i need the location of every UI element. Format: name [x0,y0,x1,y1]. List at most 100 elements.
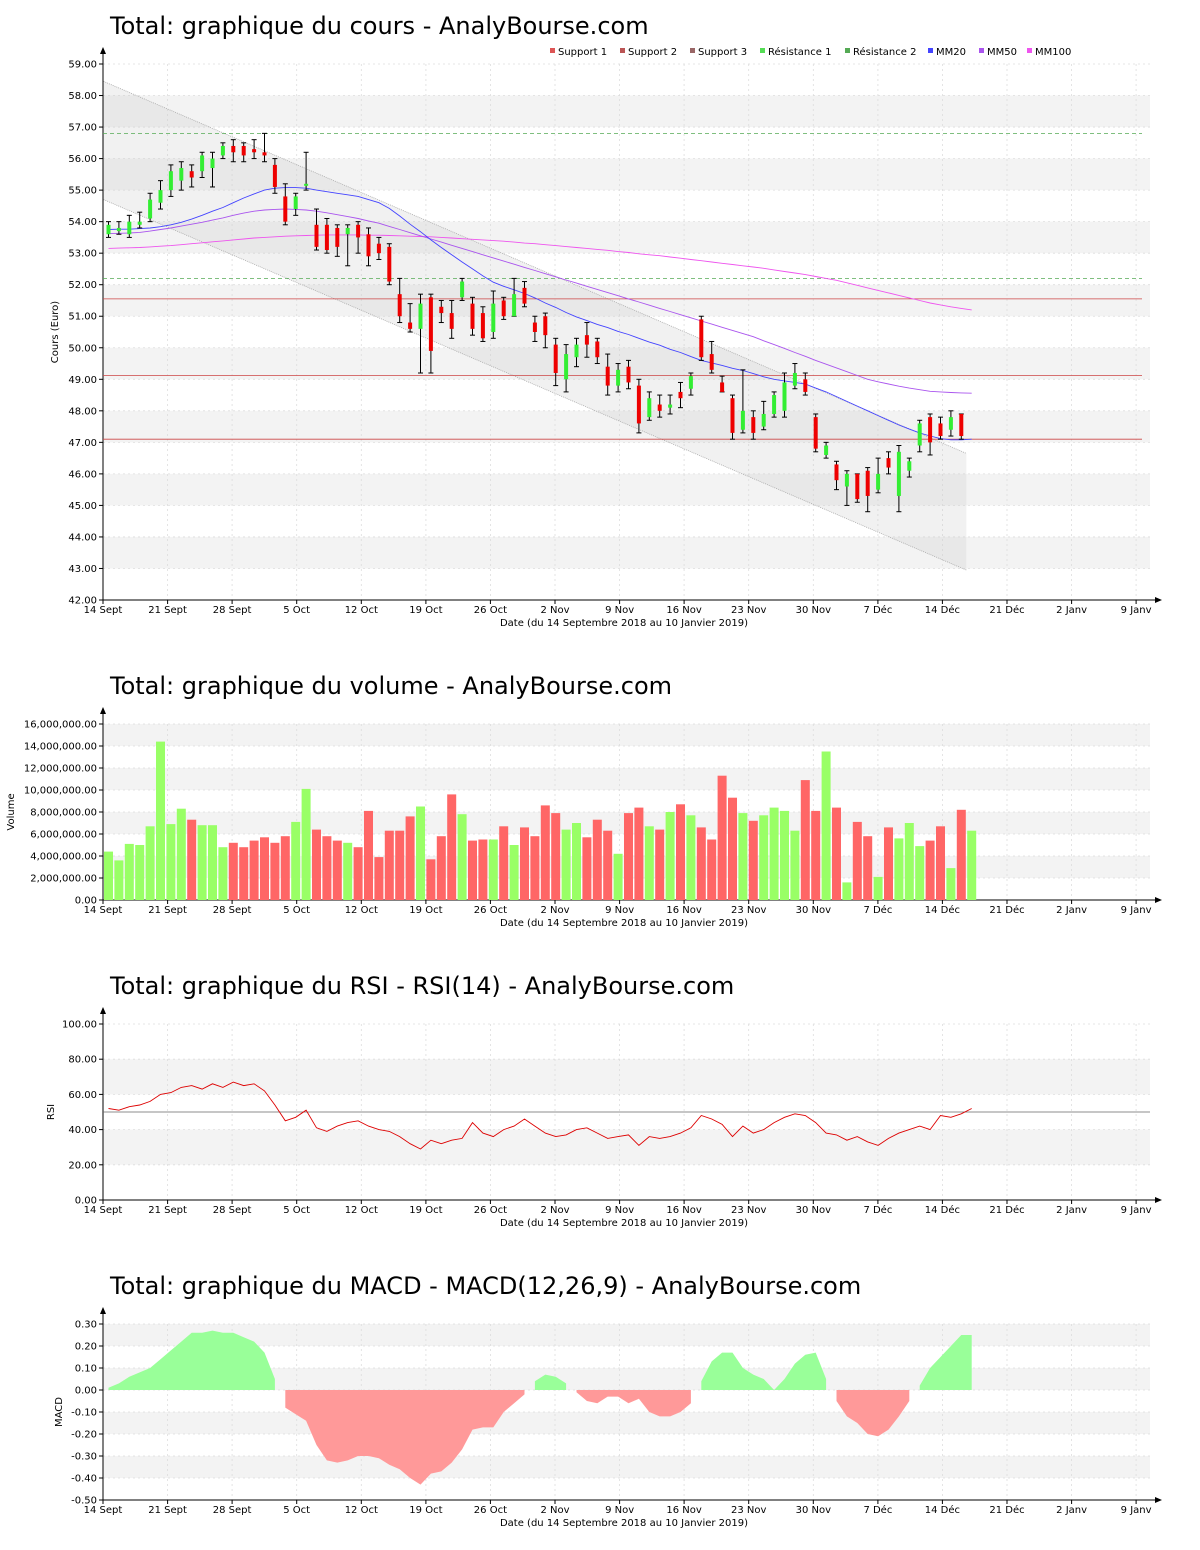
volume-bar [946,868,956,900]
candle [168,164,174,197]
volume-ytick-label: 4,000,000.00 [30,852,97,863]
legend-swatch [1027,48,1032,53]
volume-ytick-label: 2,000,000.00 [30,874,97,885]
candle [875,457,881,494]
legend-swatch [620,48,625,53]
candle [834,460,839,491]
candle [199,151,205,179]
legend-label: MM100 [1035,47,1071,58]
volume-xtick-label: 28 Sept [213,905,252,916]
candle-body [293,196,298,210]
candle [116,221,122,235]
volume-bar [748,820,758,900]
price-ytick-label: 42.00 [68,596,97,607]
candle [750,410,756,440]
candle-body [148,199,153,219]
candle [303,151,309,191]
volume-bar [904,823,914,900]
volume-chart-title: Total: graphique du volume - AnalyBourse… [109,672,672,700]
candle-body [896,451,901,496]
candle-body [595,341,600,358]
candle-body [397,294,402,317]
candle-body [751,417,756,433]
candle-body [855,473,860,500]
trend-channel-lower [103,199,967,571]
macd-band [103,1368,1150,1390]
candle [407,303,413,333]
price-xtick-label: 14 Sept [84,605,123,616]
candle [480,306,486,342]
candle [449,299,455,339]
price-xlabel: Date (du 14 Septembre 2018 au 10 Janvier… [500,618,748,629]
volume-bar [499,826,509,900]
macd-xtick-label: 2 Janv [1056,1505,1087,1516]
volume-bar [353,847,363,900]
volume-bar [374,857,384,900]
candle-body [626,366,631,383]
candle-body [907,461,912,471]
candle-body [241,145,246,156]
rsi-ytick-label: 20.00 [68,1160,97,1171]
candle-body [304,183,309,186]
candle-body [480,313,485,339]
volume-band [103,768,1150,790]
rsi-xtick-label: 9 Janv [1121,1205,1152,1216]
candle [574,337,579,368]
price-ytick-label: 44.00 [68,532,97,543]
candle [782,372,787,418]
candle-body [189,171,194,178]
volume-xtick-label: 5 Oct [283,905,310,916]
mm20-line [108,187,972,441]
macd-xtick-label: 28 Sept [213,1505,252,1516]
volume-xtick-label: 26 Oct [474,905,507,916]
candle [490,290,496,339]
price-xtick-label: 12 Oct [345,605,378,616]
macd-xtick-label: 16 Nov [666,1505,702,1516]
candle [626,359,631,390]
candle [438,299,444,324]
price-band [103,473,1150,506]
volume-y-axis-arrow [100,707,106,714]
volume-bar [863,836,873,900]
candle [189,164,195,188]
rsi-xtick-label: 7 Déc [863,1204,892,1216]
volume-ytick-label: 6,000,000.00 [30,830,97,841]
macd-panel: -0.50 -0.40 -0.30 -0.20 -0.10 0.00 0.10 0.20 0.3… [71,1307,1162,1516]
candle [178,161,184,191]
candle-body [501,300,506,317]
volume-bar [613,853,623,900]
volume-bar [696,827,706,900]
rsi-xtick-label: 21 Déc [989,1204,1024,1216]
candle [948,410,954,437]
volume-bar [936,826,945,900]
candle-body [137,221,142,225]
price-band [103,95,1150,128]
volume-bar [228,842,238,900]
candle [636,378,642,434]
candle [355,221,361,254]
rsi-ytick-label: 80.00 [68,1055,97,1066]
candle [501,296,507,320]
candle-body [657,404,662,411]
volume-bar [884,827,893,900]
legend-label: MM50 [987,47,1017,58]
candle [667,394,673,415]
candle [282,183,288,226]
candle [262,132,267,163]
volume-bar [925,840,935,900]
macd-xtick-label: 30 Nov [796,1505,832,1516]
price-legend: Support 1 Support 2 Support 3 Résistance 1 R… [550,46,1071,58]
price-xtick-label: 19 Oct [409,605,442,616]
price-ytick-label: 59.00 [68,60,97,71]
price-ytick-label: 52.00 [68,280,97,291]
volume-xtick-label: 21 Sept [148,905,187,916]
macd-ytick-label: -0.30 [71,1452,97,1463]
volume-bar [457,814,467,900]
volume-xtick-label: 9 Nov [605,905,634,916]
candle [470,296,475,336]
volume-bar [769,807,779,900]
volume-bar [800,780,810,900]
candle [657,394,663,418]
volume-bar [301,788,311,900]
candle-body [959,413,964,437]
